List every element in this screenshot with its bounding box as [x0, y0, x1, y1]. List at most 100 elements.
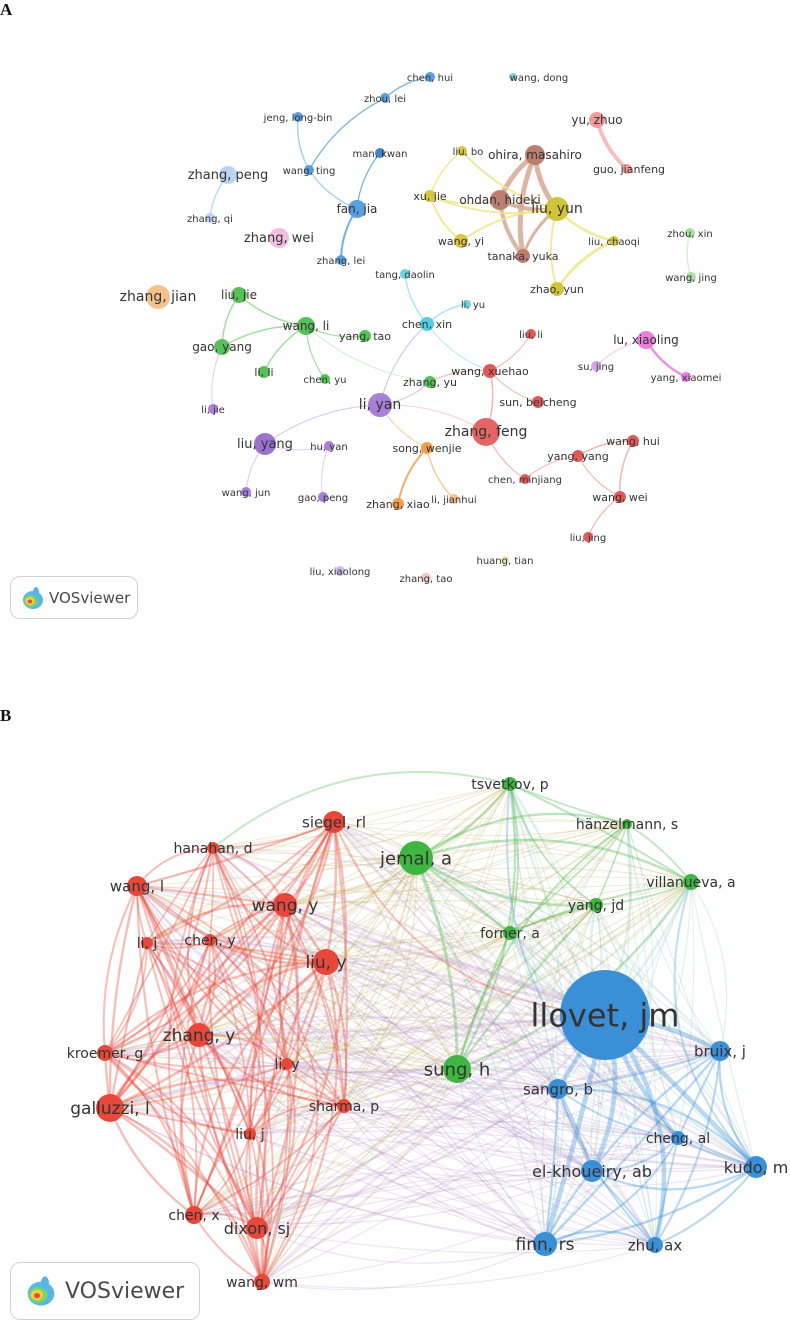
- node-song-wenjie[interactable]: [421, 442, 433, 454]
- node-li-y[interactable]: [281, 1058, 293, 1070]
- node-label: li, j: [137, 936, 158, 952]
- node-chen-hui[interactable]: [425, 72, 435, 82]
- node-li-jie[interactable]: [208, 404, 218, 414]
- vosviewer-badge-a[interactable]: VOSviewer: [10, 576, 138, 619]
- node-wang-y[interactable]: [273, 893, 297, 917]
- node-zhu-ax[interactable]: [647, 1237, 663, 1253]
- node-liu-yang[interactable]: [254, 433, 276, 455]
- node-wang-xuehao[interactable]: [483, 364, 497, 378]
- node-liu-chaoqi[interactable]: [609, 236, 619, 246]
- node-sung-h[interactable]: [443, 1055, 471, 1083]
- node-yang-yang[interactable]: [572, 450, 584, 462]
- node-fan-jia[interactable]: [348, 200, 366, 218]
- node-zhang-tao[interactable]: [421, 573, 431, 583]
- node-chen-y[interactable]: [204, 934, 216, 946]
- node-gao-peng[interactable]: [318, 492, 328, 502]
- node-wang-hui[interactable]: [627, 435, 639, 447]
- node-zhou-lei[interactable]: [380, 93, 390, 103]
- node-siegel-rl[interactable]: [323, 811, 345, 833]
- node-llovet-jm[interactable]: [560, 970, 650, 1060]
- node-liu-y[interactable]: [313, 949, 339, 975]
- node-zhang-peng[interactable]: [219, 166, 237, 184]
- node-chen-minjiang[interactable]: [520, 474, 530, 484]
- node-wang-ting[interactable]: [304, 165, 314, 175]
- node-zhang-feng[interactable]: [472, 418, 500, 446]
- node-liu-jing[interactable]: [583, 532, 593, 542]
- node-wang-yi[interactable]: [454, 234, 468, 248]
- node-forner-a[interactable]: [503, 926, 517, 940]
- node-tsvetkov-p[interactable]: [503, 777, 517, 791]
- network-edge: [249, 821, 335, 1135]
- node-villanueva-a[interactable]: [683, 874, 699, 890]
- node-finn-rs[interactable]: [533, 1232, 557, 1256]
- node-ohdan-hideki[interactable]: [490, 190, 510, 210]
- network-edge: [397, 447, 428, 505]
- node-hu-yan[interactable]: [324, 441, 334, 451]
- node-wang-li[interactable]: [297, 317, 315, 335]
- node-tanaka-yuka[interactable]: [516, 249, 530, 263]
- node-jeng-long-bin[interactable]: [293, 112, 303, 122]
- node-kudo-m[interactable]: [745, 1156, 767, 1178]
- node-wang-wm[interactable]: [254, 1274, 270, 1290]
- node-li-li[interactable]: [258, 366, 270, 378]
- node-li-yu[interactable]: [463, 300, 471, 308]
- node-ohira-masahiro[interactable]: [525, 145, 545, 165]
- node-xu-jie[interactable]: [424, 190, 436, 202]
- node-zhang-lei[interactable]: [336, 255, 346, 265]
- node-gao-yang[interactable]: [214, 339, 230, 355]
- node-li-j[interactable]: [141, 937, 153, 949]
- node-chen-yu[interactable]: [320, 374, 330, 384]
- node-label: lu, xiaoling: [613, 333, 679, 347]
- node-liu-bo[interactable]: [457, 146, 467, 156]
- node-sharma-p[interactable]: [337, 1099, 351, 1113]
- node-man-kwan[interactable]: [375, 148, 385, 158]
- network-edge: [136, 885, 546, 1245]
- node-zhang-yu[interactable]: [424, 376, 436, 388]
- node-su-jing[interactable]: [591, 361, 601, 371]
- node-zhang-wei[interactable]: [269, 228, 289, 248]
- network-edge: [249, 904, 597, 1135]
- node-chen-xin[interactable]: [420, 317, 434, 331]
- node-li-yan[interactable]: [368, 393, 392, 417]
- node-wang-jing[interactable]: [686, 272, 696, 282]
- node-liu-yun[interactable]: [545, 197, 569, 221]
- node-zhang-y[interactable]: [187, 1023, 211, 1047]
- node-zhang-qi[interactable]: [205, 213, 215, 223]
- node-liu-j[interactable]: [244, 1128, 256, 1140]
- node-zhang-xiao[interactable]: [392, 498, 404, 510]
- node-yang-tao[interactable]: [359, 330, 371, 342]
- node-li-jianhui[interactable]: [449, 494, 459, 504]
- node-zhao-yun[interactable]: [550, 282, 564, 296]
- node-wang-l[interactable]: [127, 876, 147, 896]
- node-guo-jianfeng[interactable]: [622, 164, 632, 174]
- node-huang-tian[interactable]: [501, 556, 509, 564]
- node-sangro-b[interactable]: [548, 1079, 568, 1099]
- node-wang-dong[interactable]: [509, 73, 517, 81]
- node-bruix-j[interactable]: [710, 1041, 730, 1061]
- network-edge: [146, 847, 214, 944]
- node-galluzzi-l[interactable]: [96, 1094, 124, 1122]
- node-h-nzelmann-s[interactable]: [622, 819, 632, 829]
- node-zhang-jian[interactable]: [146, 285, 170, 309]
- node-wang-jun[interactable]: [241, 487, 251, 497]
- node-zhou-xin[interactable]: [685, 228, 695, 238]
- node-yang-jd[interactable]: [589, 898, 603, 912]
- node-yang-xiaomei[interactable]: [681, 372, 691, 382]
- node-hanahan-d[interactable]: [207, 842, 219, 854]
- node-lu-xiaoling[interactable]: [637, 331, 655, 349]
- node-wang-wei[interactable]: [614, 491, 626, 503]
- node-sun-beicheng[interactable]: [532, 396, 544, 408]
- node-jemal-a[interactable]: [399, 841, 433, 875]
- node-liu-jie[interactable]: [231, 287, 247, 303]
- node-tang-daolin[interactable]: [400, 269, 410, 279]
- node-kroemer-g[interactable]: [97, 1045, 113, 1061]
- node-dixon-sj[interactable]: [246, 1217, 268, 1239]
- node-chen-x[interactable]: [185, 1206, 203, 1224]
- vosviewer-badge-b[interactable]: VOSviewer: [10, 1262, 200, 1320]
- node-cheng-al[interactable]: [671, 1131, 685, 1145]
- network-edge: [146, 820, 628, 944]
- node-liu-li[interactable]: [526, 329, 536, 339]
- node-liu-xiaolong[interactable]: [335, 566, 345, 576]
- node-el-khoueiry-ab[interactable]: [581, 1160, 603, 1182]
- node-yu-zhuo[interactable]: [589, 112, 605, 128]
